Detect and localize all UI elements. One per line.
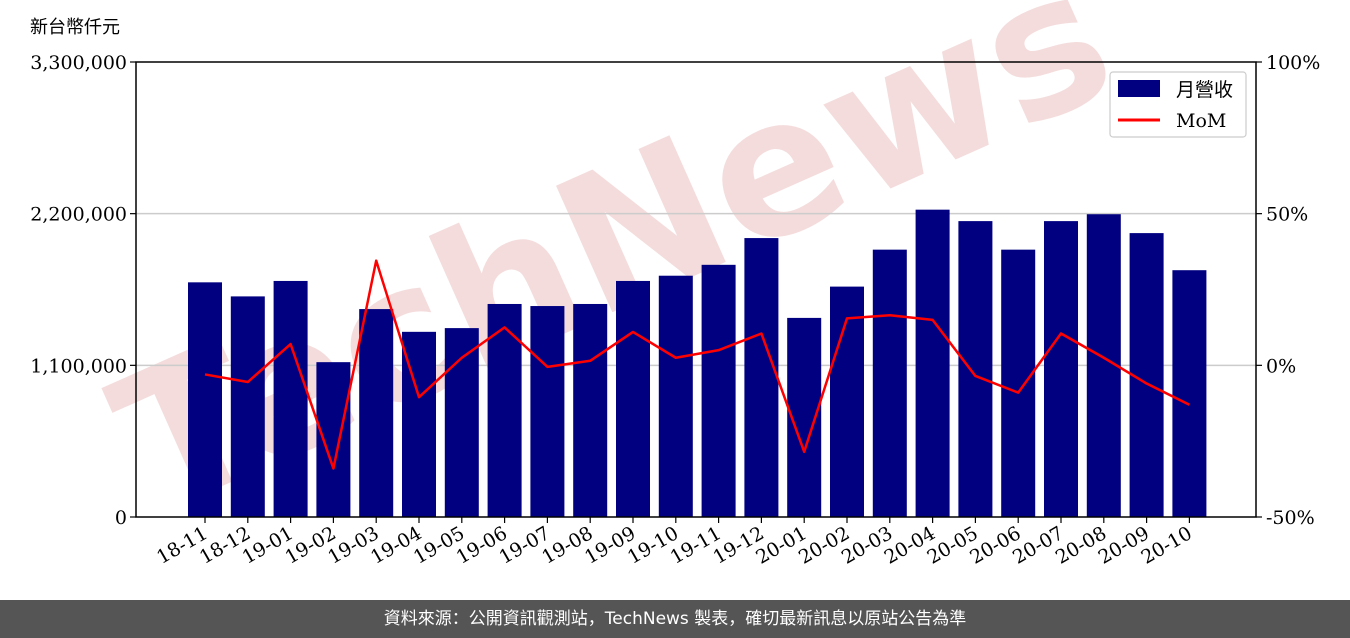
x-tick-label: 20-10 (1137, 522, 1195, 568)
y-tick-label: 3,300,000 (30, 52, 127, 74)
y-tick-label: 0 (115, 507, 127, 529)
bar-19-01 (273, 280, 308, 517)
bar-18-11 (188, 282, 222, 517)
bar-19-10 (658, 275, 693, 517)
line-series (204, 259, 1190, 470)
bar-20-10 (1172, 270, 1207, 517)
bar-19-11 (701, 264, 736, 517)
plot-frame (135, 61, 1257, 518)
legend-label-revenue: 月營收 (1176, 79, 1233, 101)
legend-label-mom: MoM (1176, 110, 1226, 132)
legend-swatch-bar (1118, 80, 1160, 97)
source-footer: 資料來源：公開資訊觀測站，TechNews 製表，確切最新訊息以原站公告為準 (0, 600, 1350, 638)
bar-20-09 (1129, 233, 1164, 517)
y2-tick-label: -50% (1266, 507, 1315, 529)
bar-19-02 (316, 362, 351, 517)
chart-area: TechNews 01,100,0002,200,0003,300,000-50… (30, 0, 1320, 569)
bar-20-02 (830, 286, 864, 517)
y2-tick-label: 100% (1266, 52, 1320, 74)
bar-19-08 (573, 303, 608, 517)
bar-series (188, 209, 1207, 518)
y2-tick-label: 0% (1266, 355, 1296, 377)
bar-20-07 (1044, 221, 1078, 517)
legend: 月營收 MoM (1109, 71, 1247, 138)
bar-18-12 (230, 296, 265, 517)
bar-19-05 (444, 328, 479, 517)
bar-20-04 (915, 209, 950, 517)
bar-20-05 (958, 221, 993, 517)
y-axis-unit-label: 新台幣仟元 (30, 17, 120, 38)
bar-20-06 (1001, 249, 1036, 518)
mom-line (204, 259, 1190, 470)
y-tick-label: 1,100,000 (30, 355, 127, 377)
bar-20-03 (872, 249, 907, 518)
bar-19-07 (530, 306, 565, 517)
bar-19-12 (744, 238, 779, 517)
y-tick-label: 2,200,000 (30, 204, 127, 226)
y2-tick-label: 50% (1266, 204, 1308, 226)
bar-19-03 (359, 309, 394, 517)
bar-19-09 (616, 280, 650, 517)
